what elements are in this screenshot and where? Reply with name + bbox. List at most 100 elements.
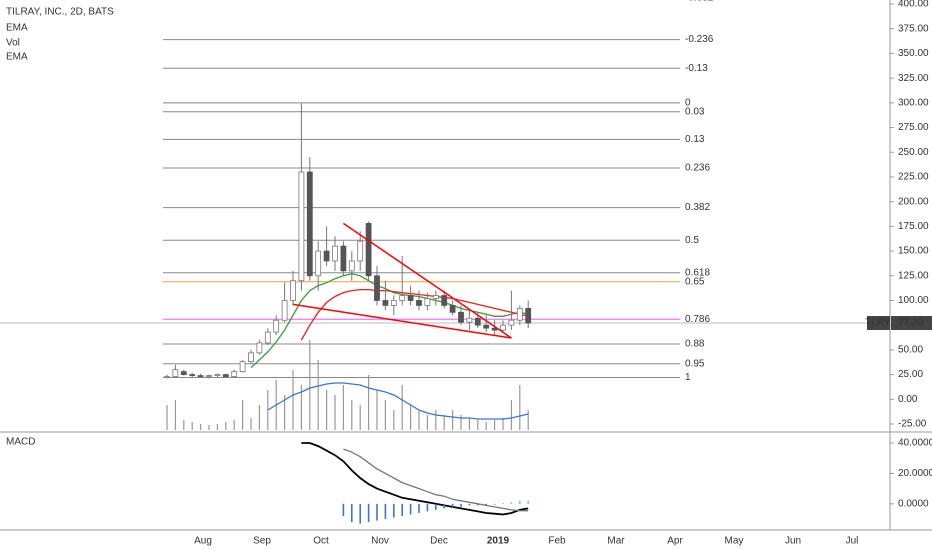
volume-bar [334,395,336,430]
volume-bar [519,385,521,430]
x-tick-label: 2019 [487,536,510,547]
y-tick-label: 400.00 [898,0,929,10]
volume-bar [401,385,403,430]
volume-bar [485,422,487,430]
x-tick-label: Apr [667,536,683,547]
y-tick-label: 350.00 [898,48,929,59]
x-tick-label: Dec [430,536,448,547]
y-tick-label: -25.00 [898,419,927,430]
histogram-bar [477,503,479,506]
candle-body [348,260,355,272]
y-tick-label: 0.00 [898,394,918,405]
volume-bar [418,410,420,430]
candle-body [315,250,322,277]
indicator-line [301,442,529,516]
x-tick-label: Oct [313,536,329,547]
candle-body [222,374,229,377]
candle-body [332,245,338,262]
y-tick-label: 300.00 [898,97,929,108]
histogram-bar [367,503,370,523]
volume-bar [300,385,302,430]
candle-body [500,324,506,331]
indicator-line [343,448,529,512]
volume-bar [292,370,294,430]
candle-body [516,307,523,321]
histogram-bar [342,503,345,516]
candle-body [256,342,263,354]
volume-bar [284,395,286,430]
fib-label: -0.13 [685,63,708,74]
candle-body [466,317,473,323]
candle-body [449,305,456,313]
volume-bar [460,415,462,430]
y-tick-label: 275.00 [898,122,929,133]
symbol-box [867,316,890,331]
candle-body [390,300,397,306]
histogram-bar [418,503,420,513]
candle-body [374,275,380,301]
histogram-bar [451,503,454,507]
chart-title: TILRAY, INC., 2D, BATS [6,7,114,18]
candle-body [424,298,431,306]
volume-bar [166,405,168,430]
candle-body [248,352,254,363]
fib-label: 0.618 [685,267,710,278]
candle-body [474,317,481,326]
y-tick-label: 25.00 [898,369,923,380]
y-tick-label: 325.00 [898,73,929,84]
volume-bar [393,410,395,430]
symbol-label: TLRY [865,318,891,329]
macd-label: MACD [6,437,35,448]
volume-bar [477,420,479,430]
volume-bar [174,400,176,430]
x-tick-label: Sep [253,536,271,547]
candle-body [458,311,464,323]
y2-tick-label: 40.0000 [898,438,932,449]
volume-bar [368,375,370,430]
histogram-bar [519,500,521,504]
candle-body [525,307,532,324]
volume-bar [527,410,529,430]
volume-bar [208,425,210,430]
histogram-bar [510,502,513,504]
volume-bar [242,400,244,430]
x-tick-label: Nov [371,536,389,547]
indicator-line [300,288,529,341]
volume-bar [233,420,235,430]
histogram-bar [351,503,353,523]
y-tick-label: 200.00 [898,196,929,207]
histogram-bar [401,503,403,516]
histogram-bar [384,503,387,520]
candle-body [432,295,439,299]
volume-bar [468,418,470,430]
y-tick-label: 175.00 [898,221,929,232]
histogram-bar [359,503,361,524]
fib-label: 0.5 [685,235,699,246]
candle-body [416,300,422,306]
volume-bar [351,400,353,430]
volume-bar [183,420,185,430]
volume-bar [510,400,512,430]
indicator-line [267,382,529,420]
histogram-bar [460,503,462,507]
histogram-bar [426,503,429,512]
candle-body [164,376,170,378]
histogram-bar [435,503,437,510]
indicator-label: Vol [6,38,20,49]
candle-body [214,374,221,376]
volume-bar [216,424,218,430]
candle-body [441,295,448,306]
histogram-bar [443,503,445,509]
fib-label: 0.95 [685,358,705,369]
y2-tick-label: 20.0000 [898,468,932,479]
y-tick-label: 375.00 [898,23,929,34]
fib-label: -0.382 [685,0,714,4]
volume-bar [250,418,252,430]
fib-label: -0.236 [685,34,714,45]
y-tick-label: 100.00 [898,295,929,306]
histogram-bar [376,503,378,521]
fib-label: 0.13 [685,134,705,145]
candle-body [508,319,515,326]
